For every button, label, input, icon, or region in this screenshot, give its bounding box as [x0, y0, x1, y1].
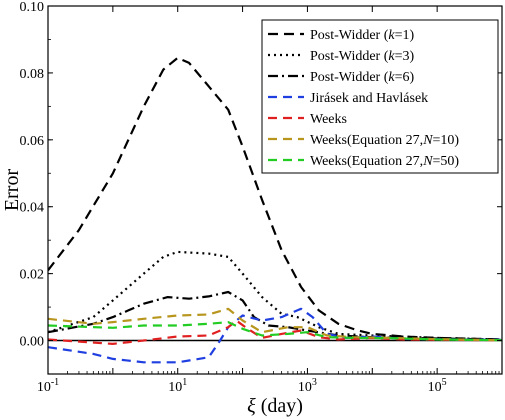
series-group — [48, 56, 502, 364]
y-tick-label-0: 0.00 — [20, 335, 45, 350]
series-line-1 — [48, 56, 502, 341]
y-tick-label-2: 0.04 — [20, 201, 45, 216]
series-line-3 — [48, 290, 502, 341]
x-axis-title: ξ (day) — [247, 395, 303, 417]
plot-area — [48, 56, 502, 364]
series-line-7 — [48, 321, 502, 342]
y-tick-label-3: 0.06 — [20, 134, 45, 149]
legend-label-1: Post-Widder (k=1) — [310, 28, 414, 43]
x-tick-label-3: 105 — [428, 377, 447, 395]
series-line-2 — [48, 250, 502, 341]
y-tick-label-4: 0.08 — [20, 67, 45, 82]
y-tick-label-5: 0.10 — [20, 0, 45, 15]
legend: Post-Widder (k=1) Post-Widder (k=3) Post-W… — [261, 19, 499, 174]
y-axis-title: Error — [1, 169, 23, 212]
legend-label-5: Weeks — [310, 112, 347, 127]
legend-label-4: Jirásek and Havlásek — [310, 91, 428, 106]
series-line-6 — [48, 307, 502, 342]
legend-label-6: Weeks(Equation 27,N=10) — [310, 133, 459, 148]
x-tick-label-1: 101 — [168, 377, 187, 395]
plot-frame — [47, 5, 503, 375]
legend-label-7: Weeks(Equation 27,N=50) — [310, 154, 459, 169]
x-tick-label-0: 10-1 — [37, 377, 59, 395]
legend-label-2: Post-Widder (k=3) — [310, 49, 414, 64]
y-tick-label-1: 0.02 — [20, 268, 45, 283]
x-tick-label-2: 103 — [298, 377, 317, 395]
series-line-5 — [48, 319, 502, 345]
legend-label-3: Post-Widder (k=6) — [310, 70, 414, 85]
